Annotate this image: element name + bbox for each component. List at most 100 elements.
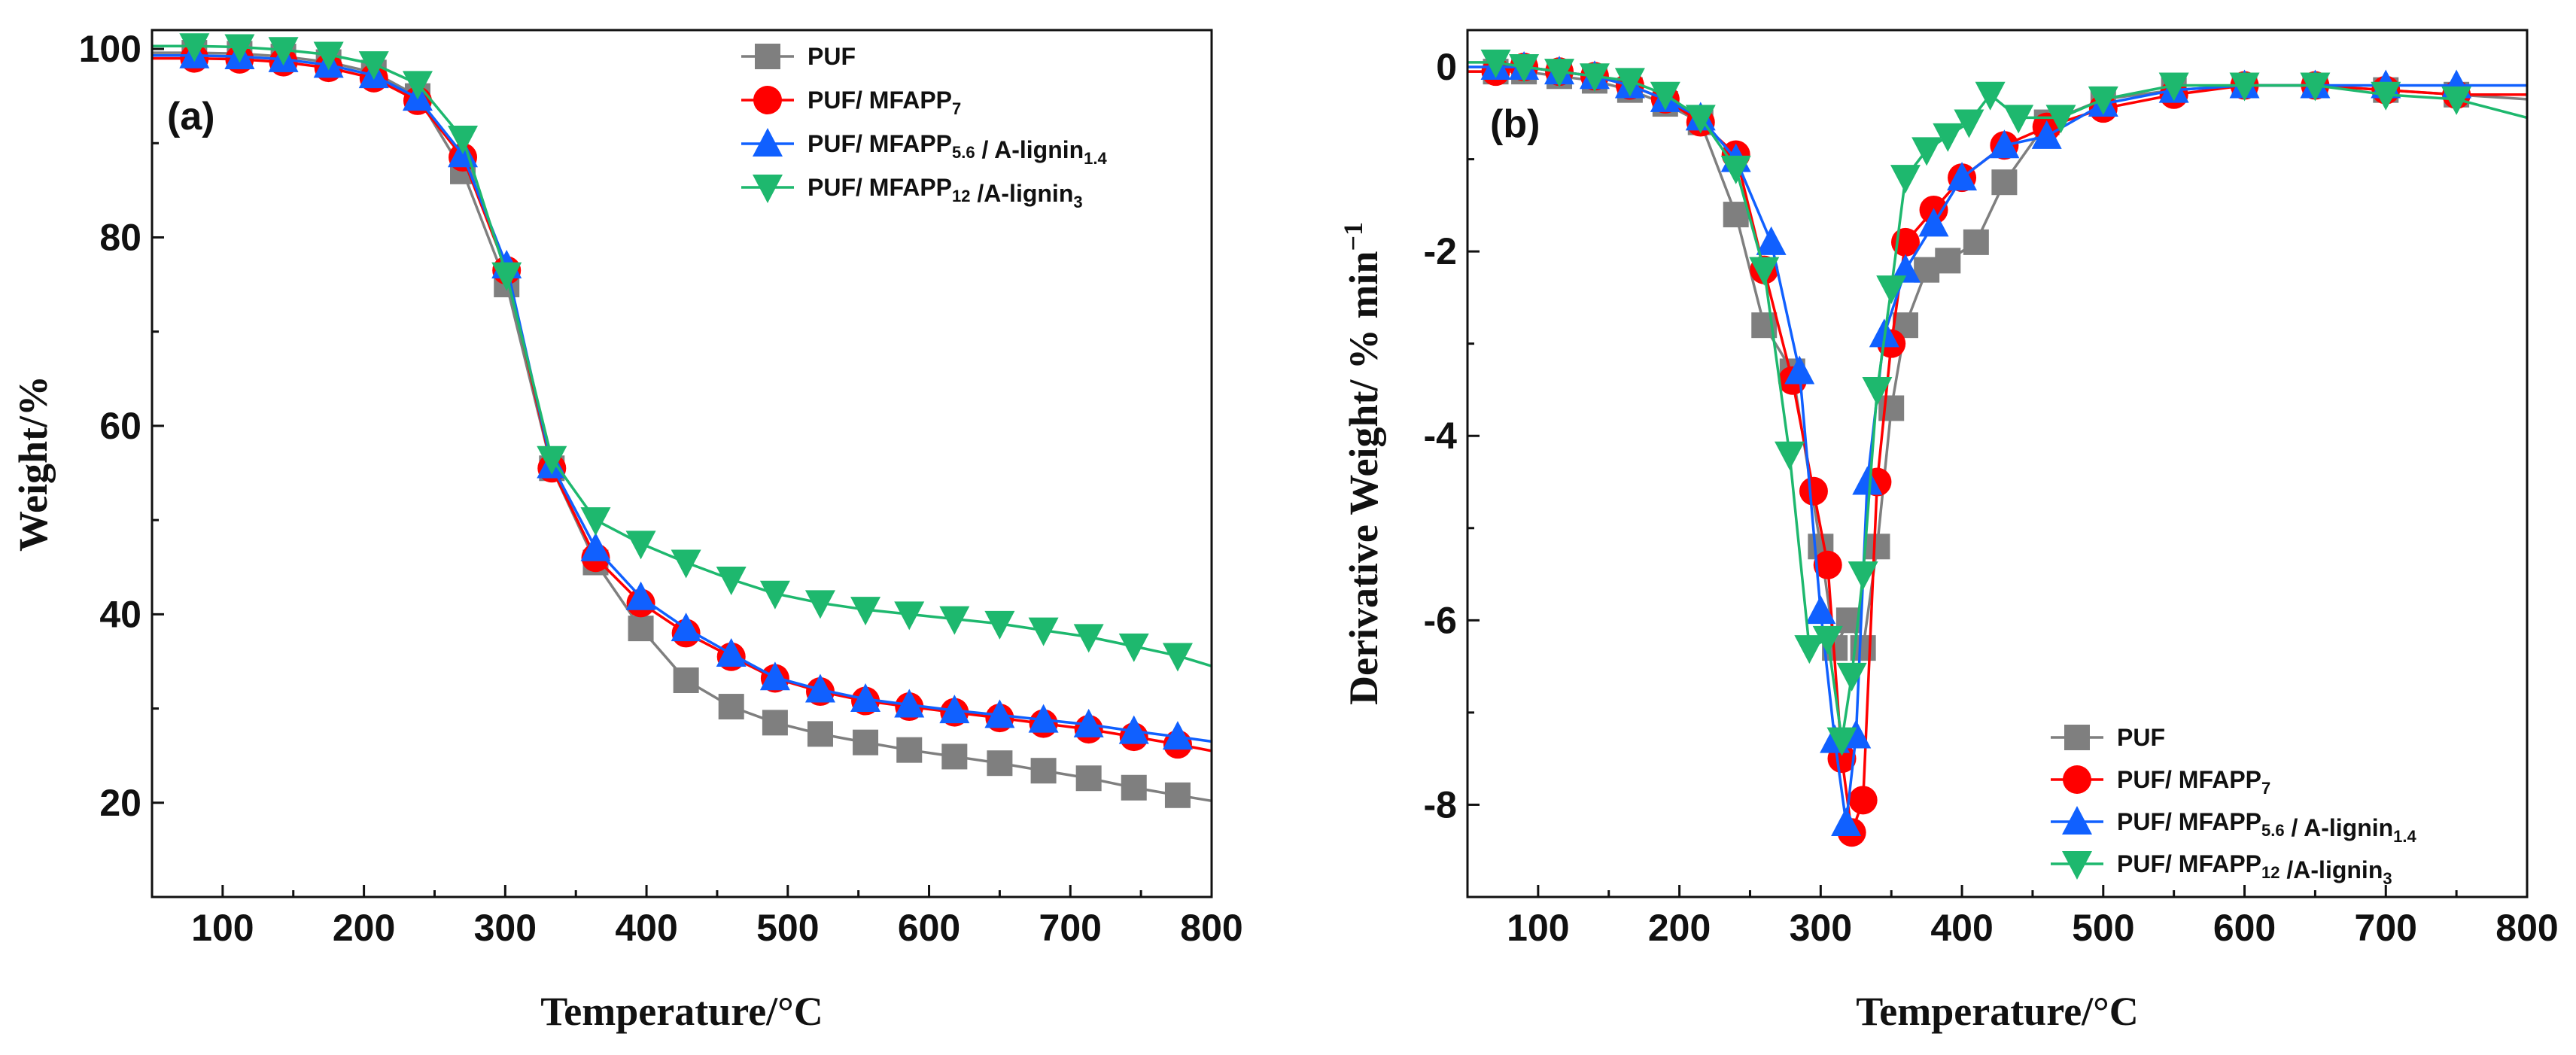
data-point: [628, 616, 654, 642]
data-point: [2088, 86, 2118, 115]
data-point: [759, 661, 790, 691]
data-point: [1862, 376, 1893, 406]
data-point: [1836, 662, 1867, 692]
data-point: [984, 699, 1015, 728]
x-tick-label: 800: [2495, 907, 2558, 949]
data-point: [1935, 248, 1961, 274]
data-point: [1756, 226, 1787, 255]
data-point: [2003, 105, 2034, 134]
data-point: [1784, 355, 1815, 385]
legend-label: PUF/ MFAPP7: [807, 87, 961, 118]
panel-b-label: (b): [1490, 102, 1540, 146]
data-point: [1963, 229, 1989, 255]
legend-label-subscript: 3: [1073, 193, 1082, 211]
series-3: [152, 33, 1212, 672]
data-point: [2045, 105, 2076, 134]
legend-marker: [2062, 851, 2092, 880]
data-point: [1799, 476, 1828, 506]
data-point: [179, 33, 210, 62]
data-point: [1614, 68, 1645, 97]
legend-label-text: PUF/ MFAPP: [807, 130, 952, 157]
data-point: [2371, 81, 2401, 111]
x-tick-label: 200: [1648, 907, 1711, 949]
data-point: [358, 51, 389, 81]
data-point: [1028, 704, 1059, 733]
y-tick-label: 20: [99, 782, 141, 824]
data-point: [671, 549, 701, 579]
data-point: [850, 597, 881, 626]
data-point: [1118, 633, 1149, 662]
legend-label-subscript: 7: [952, 99, 961, 118]
y-tick-label: -4: [1424, 415, 1458, 457]
data-point: [1650, 81, 1680, 111]
data-point: [1028, 617, 1059, 646]
data-point: [1794, 635, 1825, 664]
legend-label-text: PUF/ MFAPP: [807, 87, 952, 114]
panel-b-plot-frame: [1466, 29, 2529, 898]
data-point: [1918, 208, 1949, 237]
data-point: [1878, 395, 1905, 421]
data-point: [491, 262, 522, 291]
data-point: [1118, 715, 1149, 744]
panel-a-ticks: 100 200 300 400 500 600 700 800 20 40 60 80 100: [79, 28, 1243, 949]
legend-label: PUF: [807, 43, 856, 70]
legend-label-text: PUF/ MFAPP: [2117, 808, 2261, 835]
legend-label-text: PUF: [2117, 724, 2165, 751]
data-point: [896, 737, 923, 763]
data-point: [2300, 72, 2331, 102]
panel-a-plot-frame: [151, 29, 1213, 898]
data-point: [1876, 275, 1907, 305]
legend-label-subscript: 3: [2383, 869, 2392, 888]
data-point: [2229, 72, 2260, 102]
data-point: [1813, 550, 1842, 579]
legend-label-subscript: 5.6: [952, 143, 975, 162]
data-point: [313, 41, 344, 71]
legend-label-subscript: 7: [2261, 779, 2270, 798]
data-point: [804, 673, 835, 703]
x-tick-label: 100: [191, 907, 254, 949]
data-point: [718, 694, 744, 720]
y-tick-label: -2: [1424, 230, 1457, 272]
x-tick-label: 600: [2213, 907, 2276, 949]
y-tick-label: 60: [99, 405, 141, 447]
legend-label-text: PUF: [807, 43, 856, 70]
x-tick-label: 300: [1790, 907, 1852, 949]
y-tick-label: -8: [1424, 783, 1457, 825]
panel-b-y-axis-title: Derivative Weight/ % min−1: [1338, 222, 1386, 705]
data-point: [1509, 54, 1540, 84]
data-point: [1121, 774, 1147, 801]
data-point: [1812, 625, 1843, 655]
data-point: [1723, 202, 1749, 228]
data-point: [1685, 105, 1716, 134]
panel-b-ticks: 100 200 300 400 500 600 700 800 0 -2 -4 -6 -8: [1424, 46, 2559, 949]
legend-marker: [753, 86, 782, 114]
data-point: [1749, 257, 1780, 286]
data-point: [1544, 59, 1575, 88]
legend-label: PUF/ MFAPP12 /A-lignin3: [2117, 850, 2392, 888]
x-tick-label: 600: [898, 907, 960, 949]
legend-label-subscript: 1.4: [1084, 149, 1107, 168]
data-point: [1890, 254, 1921, 283]
data-point: [1720, 155, 1751, 184]
panel-a-label: (a): [167, 95, 215, 138]
data-point: [580, 532, 611, 561]
data-point: [1775, 441, 1805, 470]
legend-label: PUF/ MFAPP5.6 / A-lignin1.4: [807, 130, 1108, 168]
data-point: [2158, 72, 2189, 102]
data-point: [268, 37, 299, 66]
data-point: [804, 590, 835, 619]
y-tick-label: 100: [79, 28, 141, 70]
legend-label-text: PUF/ MFAPP: [807, 174, 952, 201]
legend-label: PUF/ MFAPP5.6 / A-lignin1.4: [2117, 808, 2417, 846]
x-tick-label: 400: [1930, 907, 1993, 949]
legend-label: PUF/ MFAPP7: [2117, 766, 2270, 798]
legend-marker: [2064, 725, 2090, 750]
data-point: [1831, 807, 1862, 836]
data-point: [1947, 162, 1978, 191]
legend-marker: [753, 128, 783, 157]
data-point: [2031, 120, 2062, 149]
data-point: [1480, 49, 1511, 78]
